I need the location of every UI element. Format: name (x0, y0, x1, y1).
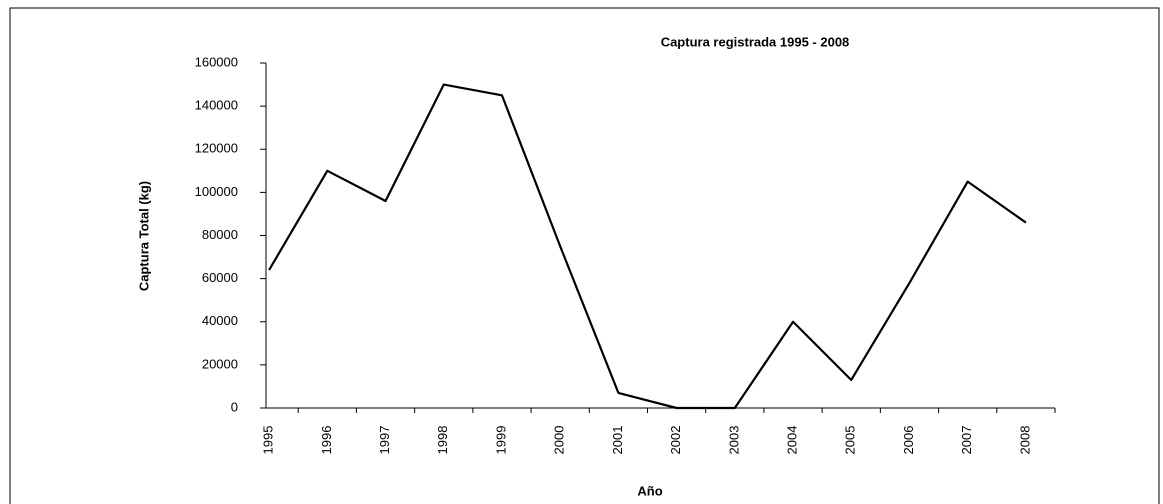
x-tick-label: 1996 (319, 426, 334, 455)
y-tick-label: 100000 (195, 184, 238, 199)
y-tick-label: 140000 (195, 98, 238, 113)
x-tick-label: 2003 (726, 426, 741, 455)
y-tick-label: 160000 (195, 54, 238, 69)
x-tick-label: 1995 (261, 426, 276, 455)
x-tick-label: 1998 (435, 426, 450, 455)
y-tick-label: 120000 (195, 141, 238, 156)
x-tick-label: 2000 (552, 426, 567, 455)
x-axis-label: Año (637, 483, 662, 498)
x-tick-label: 2006 (901, 426, 916, 455)
y-tick-label: 0 (231, 399, 238, 414)
x-tick-label: 2001 (610, 426, 625, 455)
chart-frame (9, 7, 1160, 504)
y-tick-label: 60000 (202, 270, 238, 285)
y-axis-label: Captura Total (kg) (136, 181, 151, 291)
x-tick-label: 1999 (493, 426, 508, 455)
x-tick-label: 2007 (959, 426, 974, 455)
x-tick-label: 2008 (1017, 426, 1032, 455)
chart-title: Captura registrada 1995 - 2008 (661, 34, 850, 49)
x-tick-label: 2005 (843, 426, 858, 455)
y-tick-label: 20000 (202, 356, 238, 371)
y-tick-label: 80000 (202, 227, 238, 242)
x-tick-label: 2004 (784, 426, 799, 455)
x-tick-label: 1997 (377, 426, 392, 455)
y-tick-label: 40000 (202, 313, 238, 328)
x-tick-label: 2002 (668, 426, 683, 455)
data-line (268, 83, 1027, 410)
